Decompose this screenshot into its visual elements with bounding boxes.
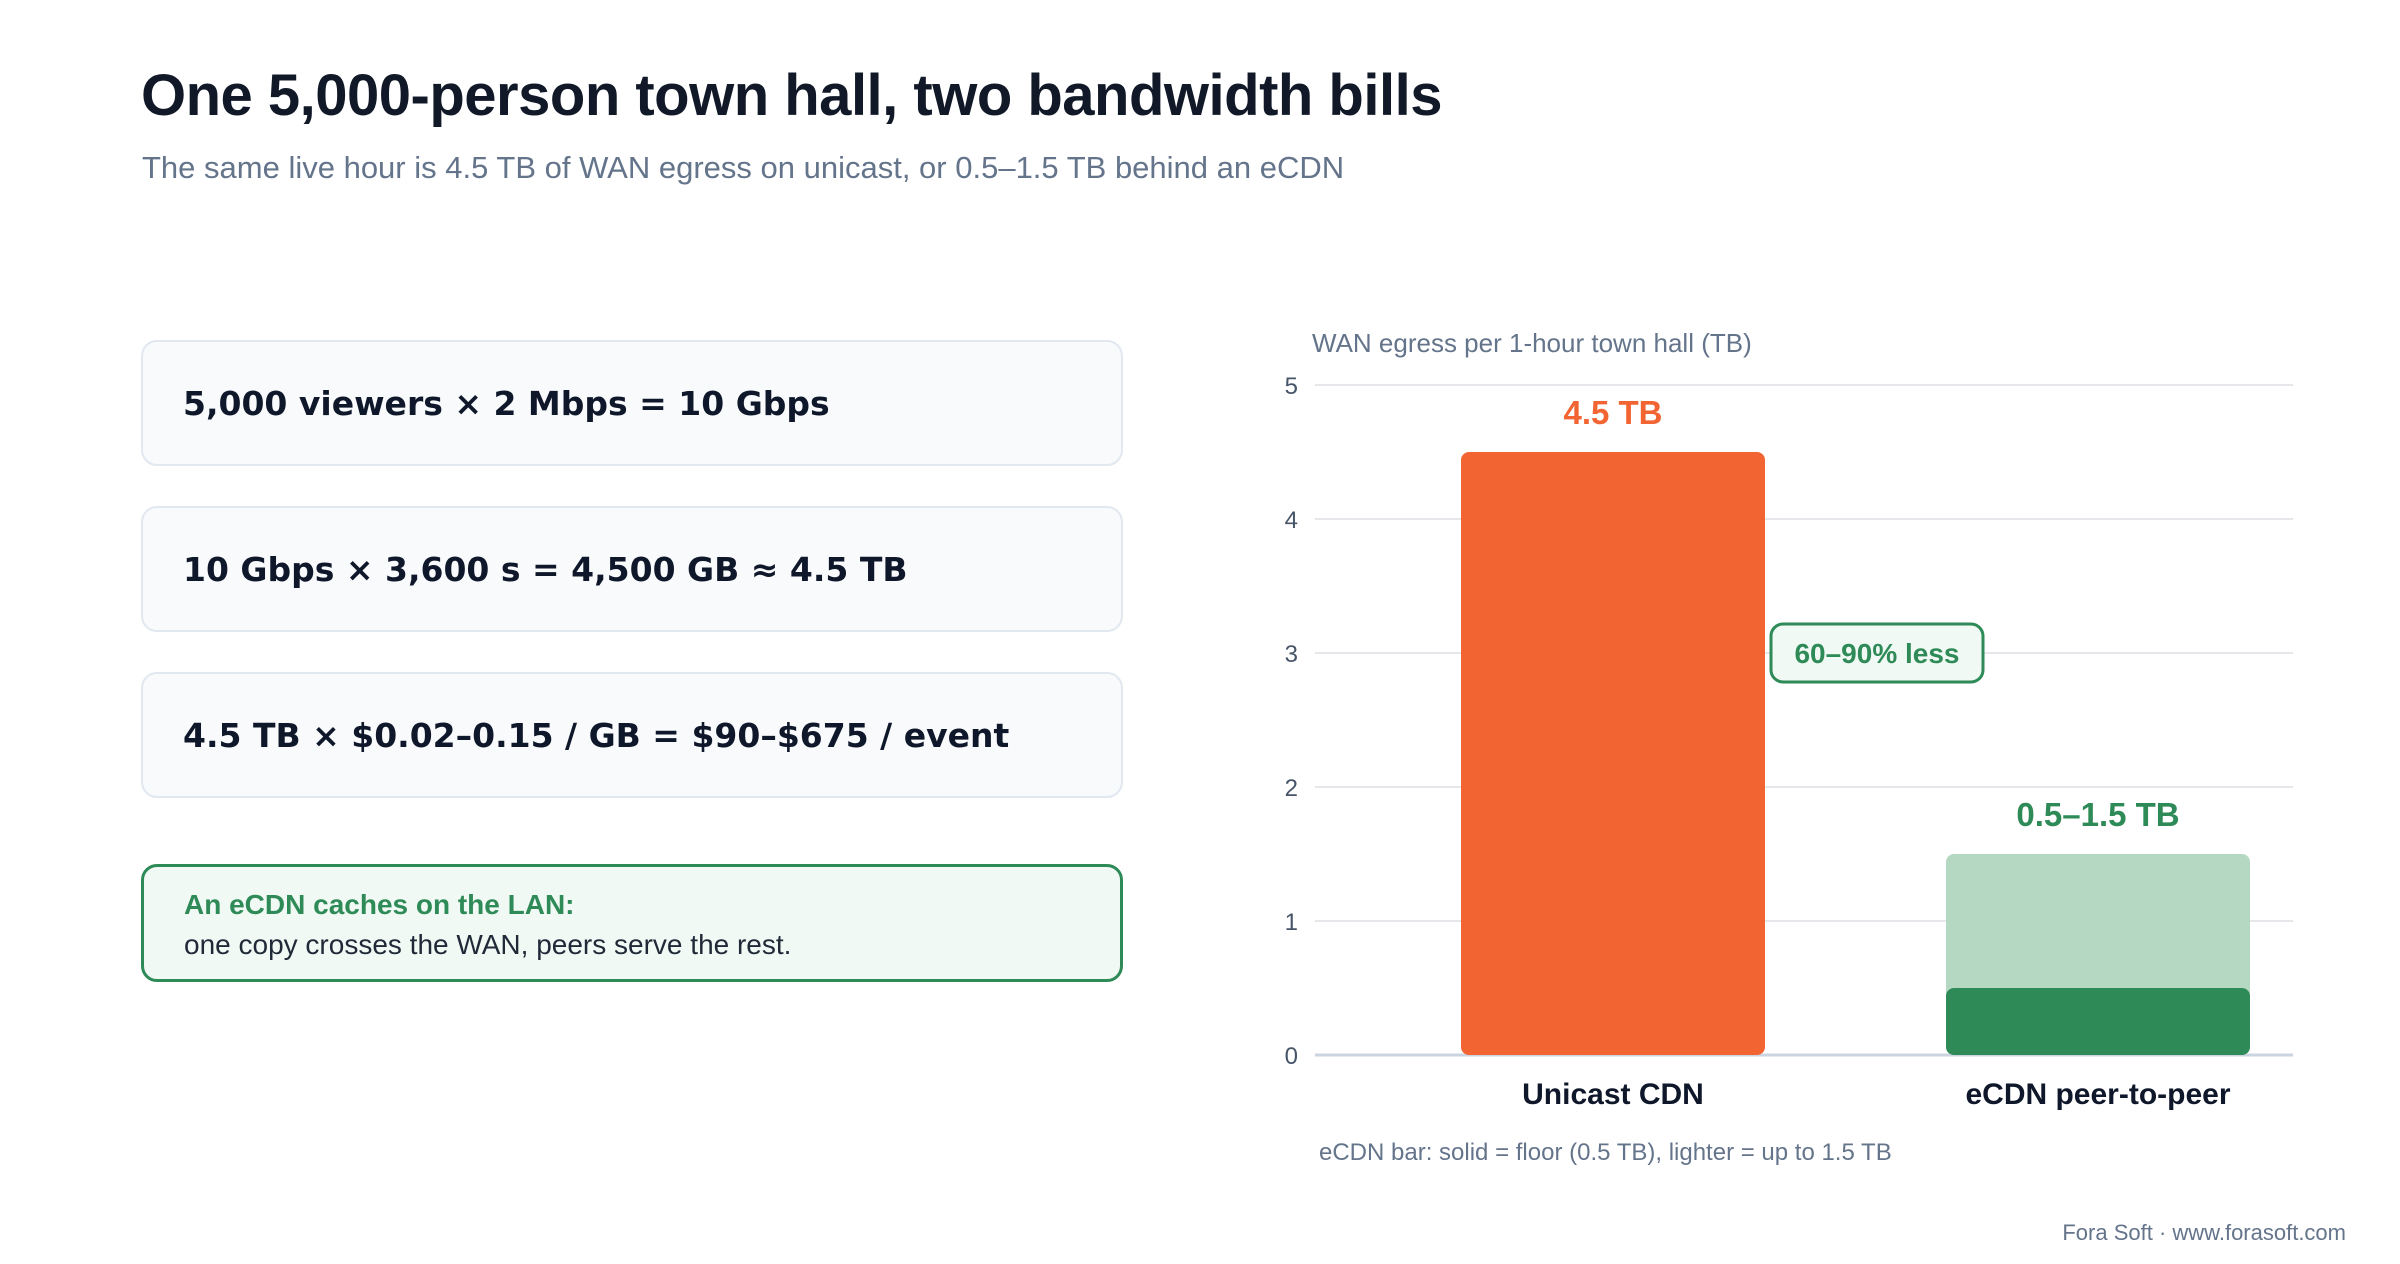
y-tick-label: 0 bbox=[1285, 1043, 1298, 1070]
ecdn-note-body: one copy crosses the WAN, peers serve th… bbox=[184, 929, 792, 960]
reduction-annotation: 60–90% less bbox=[1769, 622, 1985, 684]
footer-credit: Fora Soft · www.forasoft.com bbox=[2062, 1220, 2346, 1245]
bar-ecdn-floor bbox=[1946, 988, 2250, 1055]
formula-text: 5,000 viewers × 2 Mbps = 10 Gbps bbox=[183, 383, 830, 423]
bar-unicast-cdn bbox=[1461, 452, 1765, 1055]
page-title: One 5,000-person town hall, two bandwidt… bbox=[141, 63, 1442, 128]
y-tick-label: 5 bbox=[1285, 373, 1298, 400]
formula-text: 4.5 TB × $0.02–0.15 / GB = $90–$675 / ev… bbox=[183, 715, 1010, 755]
y-tick-label: 3 bbox=[1285, 641, 1298, 668]
formula-card-viewers: 5,000 viewers × 2 Mbps = 10 Gbps bbox=[141, 340, 1123, 466]
formula-card-volume: 10 Gbps × 3,600 s = 4,500 GB ≈ 4.5 TB bbox=[141, 506, 1123, 632]
y-tick-label: 1 bbox=[1285, 909, 1298, 936]
ecdn-note-card: An eCDN caches on the LAN: one copy cros… bbox=[141, 864, 1123, 982]
data-label-ecdn: 0.5–1.5 TB bbox=[2016, 796, 2179, 833]
data-label-unicast: 4.5 TB bbox=[1563, 394, 1662, 431]
y-tick-label: 4 bbox=[1285, 507, 1298, 534]
formula-card-cost: 4.5 TB × $0.02–0.15 / GB = $90–$675 / ev… bbox=[141, 672, 1123, 798]
page-subtitle: The same live hour is 4.5 TB of WAN egre… bbox=[142, 150, 1345, 185]
reduction-annotation-label: 60–90% less bbox=[1794, 638, 1959, 669]
y-tick-label: 2 bbox=[1285, 775, 1298, 802]
ecdn-note-heading: An eCDN caches on the LAN: bbox=[184, 889, 575, 920]
x-category-label: eCDN peer-to-peer bbox=[1965, 1078, 2230, 1111]
chart-caption: eCDN bar: solid = floor (0.5 TB), lighte… bbox=[1319, 1139, 1892, 1166]
reduction-annotation-box bbox=[1769, 622, 1985, 684]
formula-text: 10 Gbps × 3,600 s = 4,500 GB ≈ 4.5 TB bbox=[183, 549, 908, 589]
x-category-label: Unicast CDN bbox=[1522, 1078, 1704, 1111]
chart-title: WAN egress per 1-hour town hall (TB) bbox=[1312, 328, 1752, 358]
